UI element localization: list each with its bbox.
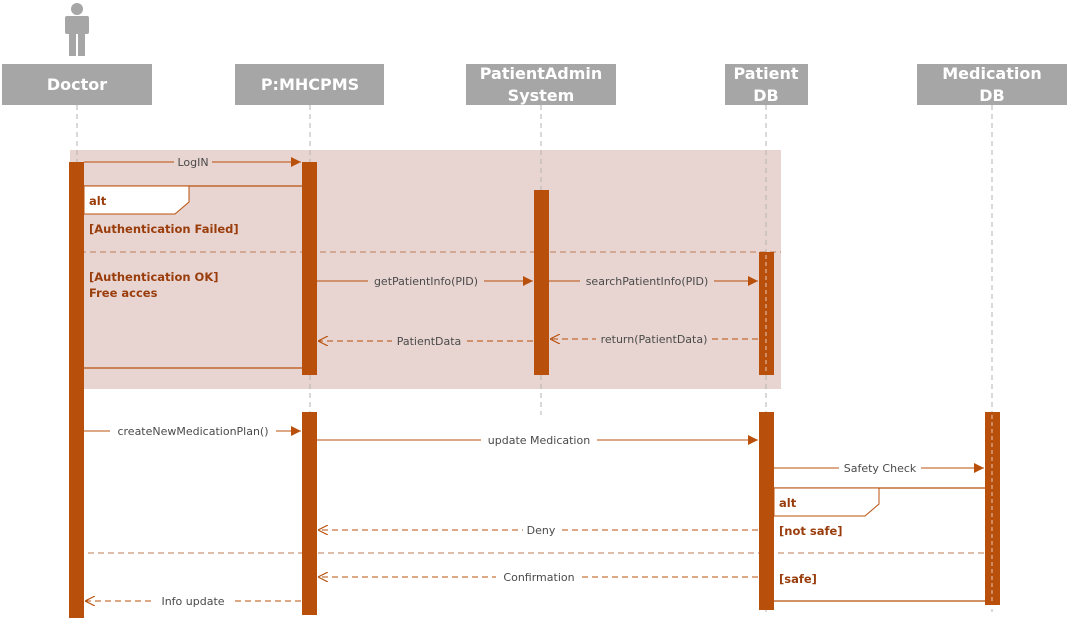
guard-not-safe: [not safe] <box>779 524 843 538</box>
activation-doctor <box>69 162 84 618</box>
participant-patient-db-label-2: DB <box>753 86 778 105</box>
message-info-update-label: Info update <box>161 595 224 608</box>
guard-authentication-failed: [Authentication Failed] <box>89 222 239 236</box>
login-alt-operator: alt <box>84 186 189 214</box>
activation-patient-admin <box>534 190 549 375</box>
safety-alt-operator: alt <box>774 488 879 516</box>
participant-patient-db-label-1: Patient <box>733 64 798 83</box>
message-patient-data-label: PatientData <box>397 335 462 348</box>
participant-patient-admin-label-2: System <box>508 86 575 105</box>
message-return-patient-data-label: return(PatientData) <box>601 333 708 346</box>
participant-patient-admin-label-1: PatientAdmin <box>480 64 603 83</box>
login-alt-operator-label: alt <box>89 194 107 208</box>
participant-medication-db-label-2: DB <box>979 86 1004 105</box>
participant-medication-db-label-1: Medication <box>942 64 1042 83</box>
activation-mhcpms-2 <box>302 412 317 615</box>
person-icon <box>65 3 89 56</box>
activation-patient-db-2 <box>759 412 774 610</box>
message-safety-check-label: Safety Check <box>844 462 917 475</box>
participant-mhcpms-label: P:MHCPMS <box>261 75 359 94</box>
message-login-label: LogIN <box>177 156 208 169</box>
message-deny-label: Deny <box>527 524 556 537</box>
message-search-patient-info-label: searchPatientInfo(PID) <box>586 275 709 288</box>
guard-authentication-ok: [Authentication OK] <box>89 270 219 284</box>
guard-free-access: Free acces <box>89 286 158 300</box>
guard-safe: [safe] <box>779 572 817 586</box>
message-update-medication-label: update Medication <box>488 434 590 447</box>
participant-doctor-label: Doctor <box>47 75 107 94</box>
participant-patient-db: Patient DB <box>725 64 808 105</box>
participant-medication-db: Medication DB <box>917 64 1067 105</box>
participant-patient-admin: PatientAdmin System <box>466 64 616 105</box>
safety-alt-operator-label: alt <box>779 496 797 510</box>
participant-mhcpms: P:MHCPMS <box>235 64 384 105</box>
message-confirmation-label: Confirmation <box>503 571 574 584</box>
activation-mhcpms-1 <box>302 162 317 375</box>
message-get-patient-info-label: getPatientInfo(PID) <box>374 275 478 288</box>
message-create-plan-label: createNewMedicationPlan() <box>117 425 268 438</box>
participant-doctor: Doctor <box>2 64 152 105</box>
